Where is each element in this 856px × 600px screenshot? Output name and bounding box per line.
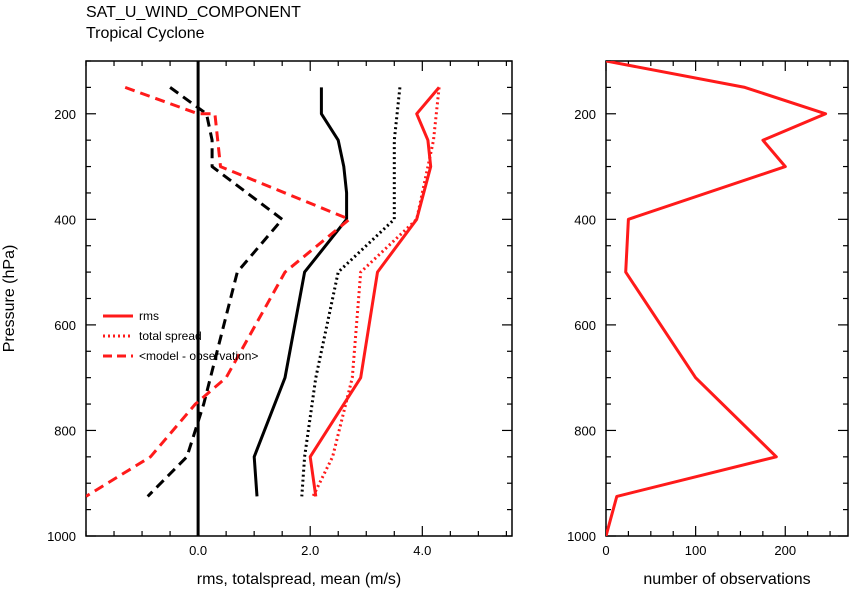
right-x-axis-label: number of observations: [643, 571, 810, 588]
left-series-line-3: [308, 86, 441, 497]
right-y-tick-label: 400: [574, 212, 596, 227]
right-y-tick-label: 600: [574, 318, 596, 333]
left-y-axis-label: Pressure (hPa): [1, 245, 18, 353]
right-y-tick-label: 200: [574, 107, 596, 122]
left-y-tick-label: 800: [54, 423, 76, 438]
legend: rms total spread <model - observation>: [103, 309, 258, 363]
left-y-tick-label: 1000: [47, 529, 76, 544]
chart-subtitle: Tropical Cyclone: [86, 25, 205, 42]
left-y-tick-label: 400: [54, 212, 76, 227]
left-series-line-5: [86, 85, 351, 498]
right-x-tick-label: 0: [602, 543, 609, 558]
right-x-tick-label: 200: [774, 543, 796, 558]
left-x-tick-label: 0.0: [189, 543, 207, 558]
left-x-tick-label: 4.0: [413, 543, 431, 558]
chart-title: SAT_U_WIND_COMPONENT: [86, 4, 301, 21]
legend-label-total-spread: total spread: [139, 329, 202, 343]
right-y-tick-label: 800: [574, 423, 596, 438]
right-series-line-0: [606, 61, 828, 536]
left-series-line-2: [146, 86, 284, 498]
legend-label-rms: rms: [139, 309, 159, 323]
left-x-axis-label: rms, totalspread, mean (m/s): [197, 571, 402, 588]
left-series-line-4: [311, 87, 441, 498]
right-y-tick-label: 1000: [567, 529, 596, 544]
legend-label-model-obs: <model - observation>: [139, 349, 258, 363]
right-panel: 0 100 200 200 400 600 800 1000 number of observa…: [567, 60, 849, 588]
left-series-line-1: [300, 87, 402, 497]
left-y-tick-label: 200: [54, 107, 76, 122]
left-series-line-0: [252, 87, 349, 497]
right-x-tick-label: 100: [685, 543, 707, 558]
left-x-tick-label: 2.0: [301, 543, 319, 558]
left-panel: 0.0 2.0 4.0 200 400 600 800 1000 rms, totalsprea…: [1, 60, 513, 588]
left-y-tick-label: 600: [54, 318, 76, 333]
